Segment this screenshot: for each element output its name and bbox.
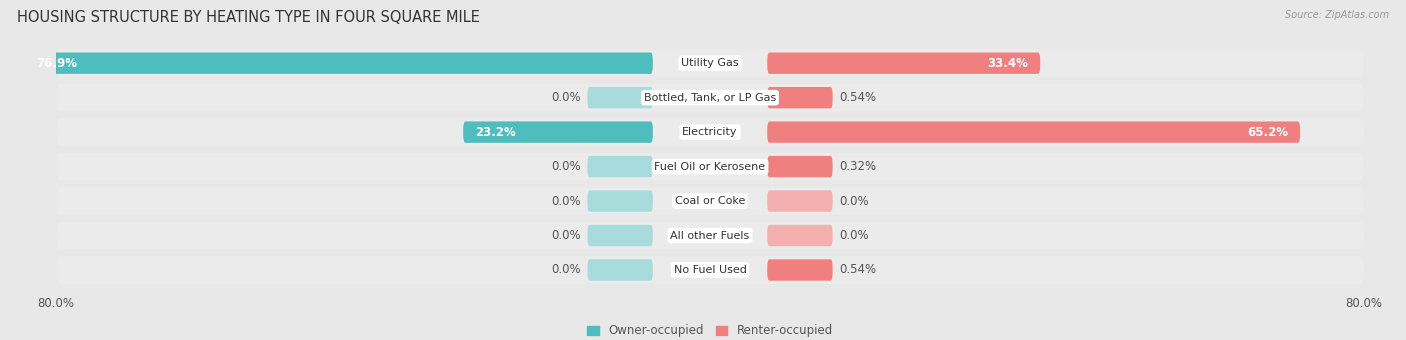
Text: Coal or Coke: Coal or Coke bbox=[675, 196, 745, 206]
Text: 0.0%: 0.0% bbox=[839, 194, 869, 207]
Text: 0.0%: 0.0% bbox=[551, 194, 581, 207]
Text: 65.2%: 65.2% bbox=[1247, 126, 1288, 139]
FancyBboxPatch shape bbox=[56, 256, 1364, 284]
Legend: Owner-occupied, Renter-occupied: Owner-occupied, Renter-occupied bbox=[582, 319, 838, 340]
Text: All other Fuels: All other Fuels bbox=[671, 231, 749, 240]
Text: Electricity: Electricity bbox=[682, 127, 738, 137]
FancyBboxPatch shape bbox=[768, 87, 832, 108]
FancyBboxPatch shape bbox=[588, 190, 652, 212]
FancyBboxPatch shape bbox=[588, 87, 652, 108]
Text: Utility Gas: Utility Gas bbox=[682, 58, 738, 68]
FancyBboxPatch shape bbox=[588, 156, 652, 177]
FancyBboxPatch shape bbox=[768, 121, 1301, 143]
Text: 0.0%: 0.0% bbox=[551, 91, 581, 104]
FancyBboxPatch shape bbox=[588, 259, 652, 281]
Text: Fuel Oil or Kerosene: Fuel Oil or Kerosene bbox=[654, 162, 766, 172]
FancyBboxPatch shape bbox=[56, 187, 1364, 215]
Text: 0.0%: 0.0% bbox=[551, 229, 581, 242]
FancyBboxPatch shape bbox=[768, 156, 832, 177]
FancyBboxPatch shape bbox=[56, 153, 1364, 181]
FancyBboxPatch shape bbox=[24, 52, 652, 74]
Text: HOUSING STRUCTURE BY HEATING TYPE IN FOUR SQUARE MILE: HOUSING STRUCTURE BY HEATING TYPE IN FOU… bbox=[17, 10, 479, 25]
Text: Bottled, Tank, or LP Gas: Bottled, Tank, or LP Gas bbox=[644, 93, 776, 103]
FancyBboxPatch shape bbox=[768, 259, 832, 281]
FancyBboxPatch shape bbox=[588, 225, 652, 246]
Text: 76.9%: 76.9% bbox=[37, 57, 77, 70]
Text: 23.2%: 23.2% bbox=[475, 126, 516, 139]
Text: No Fuel Used: No Fuel Used bbox=[673, 265, 747, 275]
FancyBboxPatch shape bbox=[768, 225, 832, 246]
Text: 0.0%: 0.0% bbox=[839, 229, 869, 242]
FancyBboxPatch shape bbox=[56, 118, 1364, 146]
FancyBboxPatch shape bbox=[463, 121, 652, 143]
Text: 0.54%: 0.54% bbox=[839, 264, 876, 276]
FancyBboxPatch shape bbox=[768, 52, 1040, 74]
Text: 0.0%: 0.0% bbox=[551, 264, 581, 276]
Text: Source: ZipAtlas.com: Source: ZipAtlas.com bbox=[1285, 10, 1389, 20]
Text: 33.4%: 33.4% bbox=[987, 57, 1028, 70]
FancyBboxPatch shape bbox=[56, 49, 1364, 77]
Text: 0.32%: 0.32% bbox=[839, 160, 876, 173]
Text: 0.54%: 0.54% bbox=[839, 91, 876, 104]
FancyBboxPatch shape bbox=[768, 190, 832, 212]
FancyBboxPatch shape bbox=[56, 84, 1364, 112]
FancyBboxPatch shape bbox=[56, 222, 1364, 249]
Text: 0.0%: 0.0% bbox=[551, 160, 581, 173]
